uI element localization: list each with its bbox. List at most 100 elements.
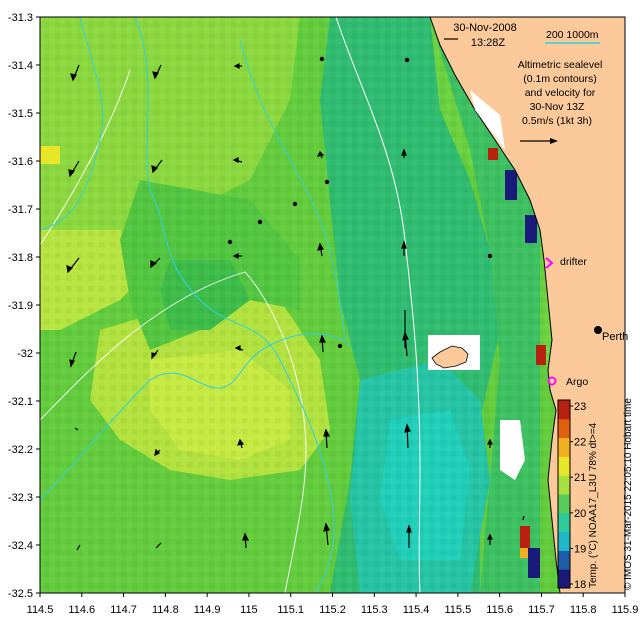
perth-label: Perth (602, 331, 628, 343)
info-line-5: 0.5m/s (1kt 3h) (522, 115, 592, 127)
colorbar-segment (558, 437, 570, 457)
velocity-arrow (155, 542, 162, 549)
velocity-arrow (154, 448, 161, 457)
info-line-4: 30-Nov 13Z (530, 101, 585, 113)
plot-area (40, 17, 625, 593)
argo-label: Argo (566, 376, 588, 388)
velocity-arrow (242, 532, 249, 549)
colorbar-tick-label: 18 (574, 579, 586, 591)
x-tick-label: 115.3 (361, 604, 388, 616)
y-tick-label: -31.7 (8, 204, 33, 216)
y-tick-label: -31.9 (8, 300, 33, 312)
info-line-1: Altimetric sealevel (518, 59, 603, 71)
velocity-arrow (319, 334, 326, 353)
velocity-arrow (401, 240, 407, 256)
x-tick-label: 114.6 (68, 604, 95, 616)
velocity-arrow (233, 63, 242, 69)
altimetry-contour (335, 17, 421, 593)
velocity-arrow (66, 257, 80, 274)
colorbar-segment (558, 418, 570, 439)
sst-hot-pixel (520, 526, 530, 548)
sst-cold-pixel (505, 170, 517, 200)
credit-text: © IMOS 31-Mar-2015 22:05:10 Hobart time (623, 398, 634, 590)
x-tick-label: 115.5 (444, 604, 471, 616)
cloud-mask (470, 90, 505, 150)
y-tick-label: -32 (17, 348, 33, 360)
velocity-arrow (232, 253, 242, 259)
y-tick-label: -32.1 (8, 396, 33, 408)
x-tick-label: 115.1 (277, 604, 304, 616)
y-tick-label: -31.3 (8, 12, 33, 24)
x-tick-label: 115.4 (403, 604, 430, 616)
y-tick-label: -31.6 (8, 156, 33, 168)
velocity-arrow (151, 159, 163, 174)
x-tick-label: 115.6 (486, 604, 513, 616)
x-tick-label: 115 (240, 604, 258, 616)
velocity-arrows (66, 56, 525, 551)
velocity-arrow (237, 438, 245, 449)
colorbar-tick-label: 20 (574, 508, 586, 520)
x-tick-label: 115.7 (528, 604, 555, 616)
velocity-arrow (69, 351, 77, 368)
colorbar-segment (558, 456, 570, 476)
velocity-arrow (487, 438, 493, 448)
colorbar-tick-label: 22 (574, 437, 586, 449)
velocity-dot (257, 219, 263, 225)
y-tick-label: -31.5 (8, 108, 33, 120)
drifter-marker (545, 257, 554, 269)
sst-cold-pixel (528, 548, 540, 578)
velocity-dot (227, 239, 233, 245)
info-line-3: and velocity for (525, 87, 596, 99)
velocity-arrow (404, 423, 411, 449)
colorbar (557, 399, 571, 589)
y-tick-label: -31.8 (8, 252, 33, 264)
colorbar-segment (558, 531, 570, 551)
x-tick-label: 114.8 (152, 604, 179, 616)
x-tick-label: 115.9 (612, 604, 639, 616)
depth-contour-200m (239, 39, 346, 341)
y-axis: -31.3 -31.4 -31.5 -31.6 -31.7 -31.8 -31.9 -32 -3… (8, 12, 40, 600)
perth-marker (594, 326, 602, 334)
velocity-arrow (323, 522, 330, 546)
velocity-arrow (76, 544, 81, 551)
colorbar-label: Temp. (°C) NOAA17_L3U 78% dt>=4 (588, 422, 599, 588)
y-tick-label: -31.4 (8, 60, 33, 72)
velocity-arrow (406, 524, 412, 548)
velocity-arrow (232, 157, 243, 163)
rottnest-island (431, 345, 469, 369)
x-tick-label: 114.7 (110, 604, 137, 616)
velocity-dot (487, 253, 493, 259)
sst-cold-pixel (525, 215, 537, 243)
velocity-arrow (316, 150, 325, 159)
colorbar-segment (558, 400, 570, 420)
velocity-dot (324, 179, 330, 185)
colorbar-frame (557, 399, 571, 589)
sst-hot-pixel (520, 548, 530, 558)
velocity-arrow (401, 148, 407, 158)
colorbar-segment (558, 550, 570, 570)
drifter-label: drifter (560, 256, 587, 268)
velocity-arrow (74, 427, 79, 431)
y-tick-label: -32.3 (8, 492, 33, 504)
velocity-dot (319, 56, 325, 62)
colorbar-segment (558, 475, 570, 495)
velocity-arrow (323, 428, 330, 449)
colorbar-segment (558, 569, 570, 589)
velocity-arrow (68, 160, 80, 178)
colorbar-ticks: 23 22 21 20 19 18 (570, 401, 586, 591)
colorbar-tick-label: 21 (574, 472, 586, 484)
depth-legend-label: 200 1000m (546, 29, 599, 41)
x-tick-label: 114.5 (27, 604, 54, 616)
x-tick-label: 115.8 (570, 604, 597, 616)
colorbar-tick-label: 23 (574, 401, 586, 413)
depth-contour-200m (134, 17, 335, 593)
velocity-arrow (487, 533, 493, 545)
altimetry-contour (40, 69, 131, 246)
velocity-dot (337, 343, 343, 349)
info-line-2: (0.1m contours) (523, 73, 597, 85)
velocity-dot (404, 57, 410, 63)
map-time: 13:28Z (471, 37, 506, 49)
velocity-dot (292, 201, 298, 207)
y-tick-label: -32.2 (8, 444, 33, 456)
